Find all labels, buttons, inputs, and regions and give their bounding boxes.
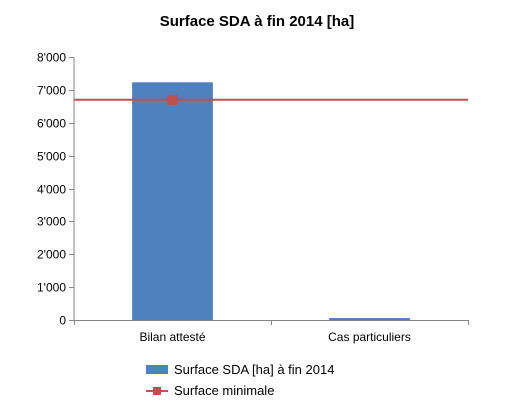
chart-title: Surface SDA à fin 2014 [ha]	[160, 13, 355, 30]
legend-label-bar: Surface SDA [ha] à fin 2014	[174, 362, 334, 377]
bar-bilan-atteste	[132, 82, 213, 320]
y-tick-label: 8'000	[37, 51, 66, 65]
y-tick-label: 7'000	[37, 84, 66, 98]
y-tick-label: 1'000	[37, 281, 66, 295]
y-axis: 0 1'000 2'000 3'000 4'000 5'000 6'000 7'000 8'00…	[37, 51, 75, 328]
bar-series	[132, 82, 410, 320]
y-tick-label: 4'000	[37, 183, 66, 197]
y-tick-label: 2'000	[37, 248, 66, 262]
x-axis: Bilan attesté Cas particuliers	[74, 320, 469, 344]
line-series	[74, 94, 468, 105]
legend-swatch-bar	[146, 365, 168, 374]
y-tick-label: 5'000	[37, 150, 66, 164]
x-tick-label: Bilan attesté	[139, 330, 205, 344]
x-tick-label: Cas particuliers	[328, 330, 411, 344]
y-tick-label: 6'000	[37, 117, 66, 131]
legend-swatch-marker	[153, 387, 161, 395]
legend-label-line: Surface minimale	[174, 383, 274, 398]
y-tick-label: 0	[59, 314, 66, 328]
y-tick-label: 3'000	[37, 215, 66, 229]
surface-minimale-marker	[167, 94, 178, 105]
legend: Surface SDA [ha] à fin 2014 Surface minim…	[146, 362, 334, 398]
bar-cas-particuliers	[329, 318, 410, 320]
